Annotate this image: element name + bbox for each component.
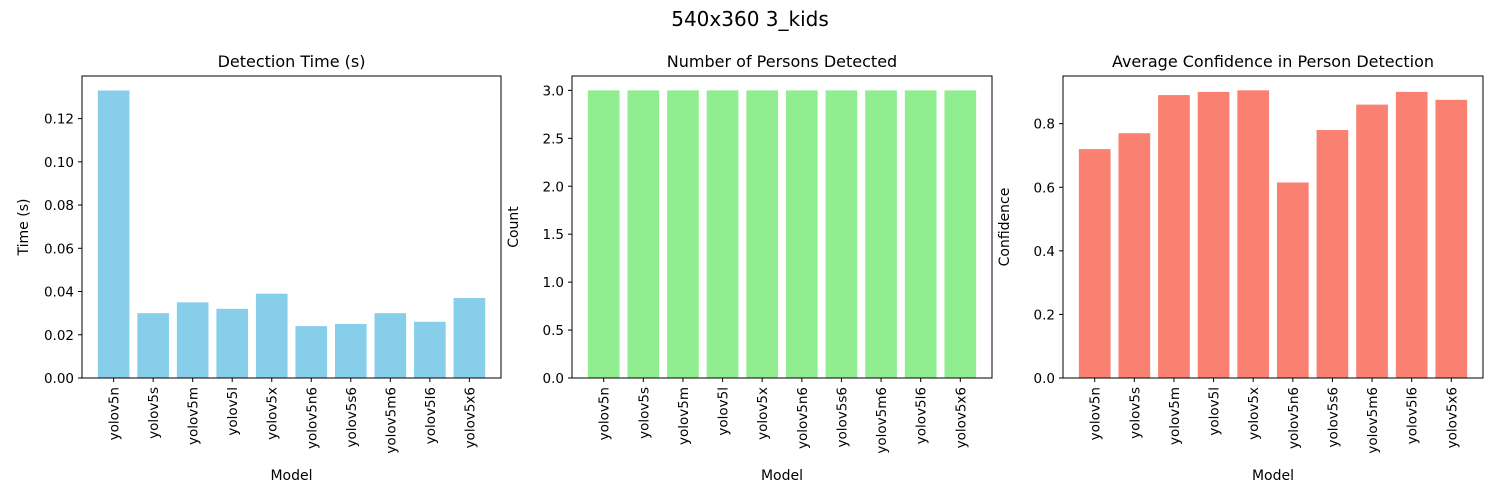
figure-suptitle: 540x360 3_kids [671, 7, 829, 31]
x-tick-label: yolov5x6 [1444, 387, 1460, 448]
x-tick-label: yolov5m6 [383, 387, 399, 454]
chart-panel: 0.0 0.5 1.0 1.5 2.0 2.5 3.0 yolov5n yolov5s yolov… [506, 52, 993, 484]
y-tick-label: 0.04 [44, 285, 74, 301]
y-tick-label: 0.8 [1034, 117, 1055, 133]
x-tick-label: yolov5s [146, 387, 162, 439]
y-tick-label: 0.0 [543, 371, 564, 387]
x-tick-label: yolov5m [676, 387, 692, 445]
x-tick-label: yolov5x [1246, 387, 1262, 440]
bar [1435, 99, 1468, 378]
bar [137, 313, 169, 378]
bar [587, 90, 620, 378]
x-tick-label: yolov5n [107, 387, 123, 440]
bar [414, 321, 446, 378]
bar [904, 90, 937, 378]
x-tick-label: yolov5m [1167, 387, 1183, 445]
bar [216, 308, 249, 378]
chart-panel: 0.00 0.02 0.04 0.06 0.08 0.10 0.12 yolov5n yolov… [16, 52, 502, 484]
x-axis-label: Model [761, 468, 803, 484]
y-tick-label: 1.5 [543, 227, 564, 243]
y-tick-label: 0.5 [543, 323, 564, 339]
y-tick-label: 2.0 [543, 179, 564, 195]
x-tick-label: yolov5x6 [462, 387, 478, 448]
bar [374, 313, 407, 378]
bar [746, 90, 779, 378]
x-tick-label: yolov5x6 [953, 387, 969, 448]
x-tick-label: yolov5m6 [1365, 387, 1381, 454]
bar [1237, 90, 1270, 378]
y-tick-label: 0.12 [44, 112, 74, 128]
x-tick-label: yolov5l6 [914, 387, 930, 444]
y-axis-label: Time (s) [16, 199, 32, 257]
plot-frame [571, 75, 993, 379]
x-axis-label: Model [270, 468, 312, 484]
y-tick-label: 0.02 [44, 328, 74, 344]
x-tick-label: yolov5x [755, 387, 771, 440]
x-tick-label: yolov5s [1127, 387, 1143, 439]
y-tick-label: 0.08 [44, 198, 74, 214]
chart-panel: 0.0 0.2 0.4 0.6 0.8 yolov5n yolov5s yolov5m yolo… [997, 52, 1484, 484]
y-axis-label: Count [506, 206, 522, 248]
y-tick-label: 0.0 [1034, 371, 1055, 387]
x-tick-label: yolov5n6 [304, 387, 320, 449]
bar [706, 90, 739, 378]
bar [1356, 104, 1388, 379]
y-tick-label: 3.0 [543, 83, 564, 99]
y-tick-label: 2.5 [543, 131, 564, 147]
bar [334, 323, 367, 378]
bar [944, 90, 977, 378]
x-tick-label: yolov5s6 [1325, 387, 1341, 447]
bar [825, 90, 858, 378]
plot-frame [81, 75, 502, 379]
x-tick-label: yolov5l [1207, 387, 1223, 436]
y-tick-label: 0.6 [1034, 180, 1055, 196]
bar [1395, 91, 1428, 378]
x-tick-label: yolov5n6 [795, 387, 811, 449]
y-axis-label: Confidence [997, 188, 1013, 267]
y-tick-label: 0.00 [44, 371, 74, 387]
bar [1197, 91, 1230, 378]
chart-title: Average Confidence in Person Detection [1112, 52, 1434, 71]
x-tick-label: yolov5s [636, 387, 652, 439]
bar [453, 298, 486, 378]
x-tick-label: yolov5l [225, 387, 241, 436]
y-tick-label: 0.4 [1034, 244, 1055, 260]
x-tick-label: yolov5n6 [1286, 387, 1302, 449]
x-tick-label: yolov5n [597, 387, 613, 440]
bar [785, 90, 818, 378]
y-tick-label: 0.06 [44, 241, 74, 257]
y-tick-label: 1.0 [543, 275, 564, 291]
x-tick-label: yolov5l6 [423, 387, 439, 444]
y-tick-label: 0.10 [44, 155, 74, 171]
y-tick-label: 0.2 [1034, 307, 1055, 323]
bar [1118, 133, 1151, 378]
x-tick-label: yolov5l [716, 387, 732, 436]
chart-title: Number of Persons Detected [667, 52, 897, 71]
x-tick-label: yolov5s6 [834, 387, 850, 447]
plot-frame [1062, 75, 1484, 379]
x-tick-label: yolov5m [186, 387, 202, 445]
x-tick-label: yolov5n [1088, 387, 1104, 440]
bar [176, 302, 209, 378]
bar [627, 90, 660, 378]
x-tick-label: yolov5s6 [344, 387, 360, 447]
bar [1158, 95, 1190, 378]
bar [295, 326, 328, 378]
bar [865, 90, 897, 378]
x-tick-label: yolov5x [265, 387, 281, 440]
bar [1316, 130, 1349, 378]
x-tick-label: yolov5m6 [874, 387, 890, 454]
bar [1276, 182, 1309, 378]
chart-title: Detection Time (s) [218, 52, 366, 71]
bar [97, 90, 130, 378]
bar [1078, 149, 1111, 378]
x-tick-label: yolov5l6 [1405, 387, 1421, 444]
x-axis-label: Model [1252, 468, 1294, 484]
bar [667, 90, 699, 378]
bar [255, 293, 288, 378]
